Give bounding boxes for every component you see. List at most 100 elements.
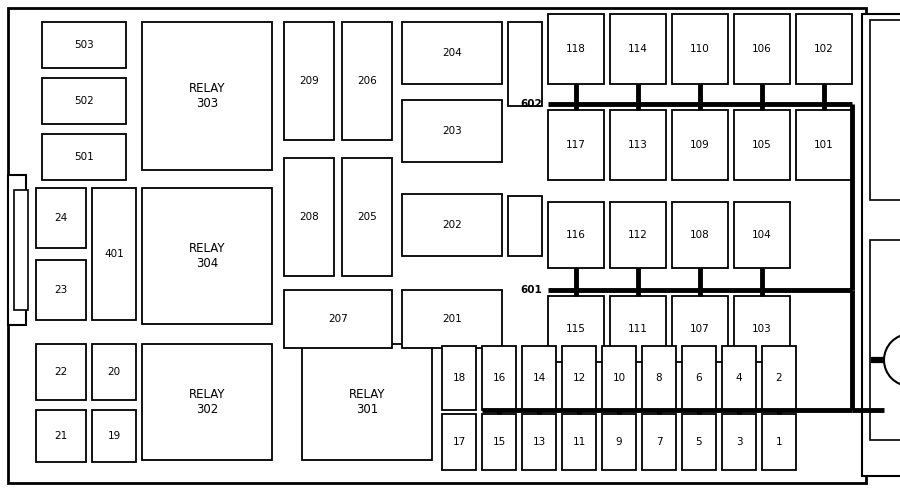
Bar — [92, 188, 136, 320]
Text: 13: 13 — [533, 437, 545, 447]
Text: 107: 107 — [690, 324, 710, 334]
Text: 105: 105 — [752, 140, 772, 150]
Bar — [734, 296, 790, 362]
Text: 20: 20 — [107, 367, 121, 377]
Text: RELAY
304: RELAY 304 — [189, 242, 225, 270]
Bar — [92, 344, 136, 400]
Text: 3: 3 — [735, 437, 742, 447]
Bar — [42, 134, 126, 180]
Bar — [508, 196, 542, 256]
Text: 14: 14 — [533, 373, 545, 383]
Text: 104: 104 — [752, 230, 772, 240]
Text: 201: 201 — [442, 314, 462, 324]
Text: 18: 18 — [453, 373, 465, 383]
Text: 113: 113 — [628, 140, 648, 150]
Bar — [482, 414, 516, 470]
Text: 103: 103 — [752, 324, 772, 334]
Text: 17: 17 — [453, 437, 465, 447]
Text: RELAY
301: RELAY 301 — [349, 388, 385, 416]
Bar — [642, 414, 676, 470]
Text: 4: 4 — [735, 373, 742, 383]
Bar — [862, 14, 900, 476]
Text: 601: 601 — [520, 285, 542, 295]
Text: 101: 101 — [814, 140, 834, 150]
Text: 110: 110 — [690, 44, 710, 54]
Text: 115: 115 — [566, 324, 586, 334]
Text: 114: 114 — [628, 44, 648, 54]
Bar — [14, 190, 28, 310]
Bar — [548, 296, 604, 362]
Bar — [672, 14, 728, 84]
Bar — [36, 410, 86, 462]
Bar — [402, 194, 502, 256]
Text: 503: 503 — [74, 40, 94, 50]
Text: 23: 23 — [54, 285, 68, 295]
Text: 16: 16 — [492, 373, 506, 383]
Bar — [722, 346, 756, 410]
Bar — [302, 344, 432, 460]
Bar — [672, 110, 728, 180]
Text: 1: 1 — [776, 437, 782, 447]
Text: 106: 106 — [752, 44, 772, 54]
Bar — [610, 110, 666, 180]
Bar — [402, 22, 502, 84]
Bar — [682, 346, 716, 410]
Bar — [562, 414, 596, 470]
Text: 112: 112 — [628, 230, 648, 240]
Bar — [36, 188, 86, 248]
Bar — [602, 414, 636, 470]
Bar — [142, 188, 272, 324]
Text: 22: 22 — [54, 367, 68, 377]
Text: 5: 5 — [696, 437, 702, 447]
Text: 109: 109 — [690, 140, 710, 150]
Text: 12: 12 — [572, 373, 586, 383]
Bar — [36, 344, 86, 400]
Text: 502: 502 — [74, 96, 94, 106]
Bar — [610, 14, 666, 84]
Bar — [548, 110, 604, 180]
Bar — [642, 346, 676, 410]
Bar — [284, 158, 334, 276]
Bar — [442, 346, 476, 410]
Bar — [796, 14, 852, 84]
Text: 206: 206 — [357, 76, 377, 86]
Bar — [284, 22, 334, 140]
Text: 117: 117 — [566, 140, 586, 150]
Text: 501: 501 — [74, 152, 94, 162]
Bar — [562, 346, 596, 410]
Text: 7: 7 — [656, 437, 662, 447]
Text: 204: 204 — [442, 48, 462, 58]
Bar — [870, 240, 900, 440]
Text: 207: 207 — [328, 314, 348, 324]
Bar — [42, 22, 126, 68]
Bar — [734, 202, 790, 268]
Bar — [36, 260, 86, 320]
Bar — [508, 22, 542, 106]
Text: 202: 202 — [442, 220, 462, 230]
Bar — [142, 344, 272, 460]
Text: 108: 108 — [690, 230, 710, 240]
Text: 116: 116 — [566, 230, 586, 240]
Text: 10: 10 — [612, 373, 625, 383]
Bar — [482, 346, 516, 410]
Text: 205: 205 — [357, 212, 377, 222]
Text: RELAY
302: RELAY 302 — [189, 388, 225, 416]
Bar — [142, 22, 272, 170]
Bar — [522, 346, 556, 410]
Bar — [548, 202, 604, 268]
Text: 203: 203 — [442, 126, 462, 136]
Bar — [442, 414, 476, 470]
Bar — [402, 290, 502, 348]
Bar — [734, 110, 790, 180]
Bar — [42, 78, 126, 124]
Text: 2: 2 — [776, 373, 782, 383]
Text: 24: 24 — [54, 213, 68, 223]
Text: 602: 602 — [520, 99, 542, 109]
Text: 21: 21 — [54, 431, 68, 441]
Text: 15: 15 — [492, 437, 506, 447]
Text: 118: 118 — [566, 44, 586, 54]
Bar — [796, 110, 852, 180]
Bar — [870, 20, 900, 200]
Circle shape — [884, 334, 900, 386]
Text: 102: 102 — [814, 44, 834, 54]
